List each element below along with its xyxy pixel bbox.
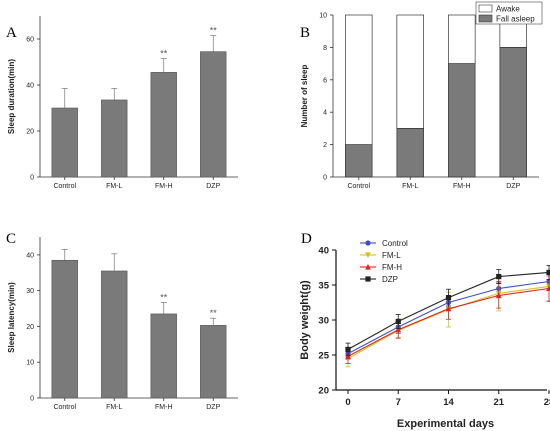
d-point-fm-h-day-0 (345, 353, 351, 359)
c-x-tick-label: Control (53, 404, 76, 411)
c-x-tick-label: FM-L (106, 404, 122, 411)
d-point-dzp-day-21 (496, 274, 502, 280)
d-legend-label-fm-l: FM-L (382, 251, 401, 260)
d-legend-label-fm-h: FM-H (382, 263, 402, 272)
d-y-tick-label: 30 (318, 316, 329, 327)
d-y-tick-label: 20 (318, 386, 329, 397)
c-y-tick-label: 30 (26, 288, 34, 295)
b-bar-fall-asleep-fm-h (448, 63, 476, 178)
b-legend-label-awake: Awake (496, 5, 520, 14)
d-x-tick-label: 28 (544, 397, 550, 408)
b-y-tick-label: 6 (323, 77, 327, 84)
d-legend-marker-dzp (365, 276, 371, 282)
d-x-tick-label: 7 (396, 397, 401, 408)
c-y-axis-title: Sleep latency(min) (7, 282, 16, 353)
b-y-axis-title: Number of sleep (300, 65, 309, 128)
a-x-tick-label: Control (53, 183, 76, 190)
panel-label-b: B (300, 25, 310, 41)
panel-label-c: C (6, 231, 16, 247)
d-point-dzp-day-28 (546, 269, 550, 275)
b-y-tick-label: 8 (323, 45, 327, 52)
a-x-tick-label: FM-H (155, 183, 173, 190)
a-bar-fm-l (101, 99, 128, 178)
a-y-tick-label: 40 (26, 83, 34, 90)
c-bar-dzp (200, 325, 227, 399)
b-bar-awake-fm-l (396, 14, 424, 129)
c-y-tick-label: 0 (30, 396, 34, 403)
b-y-tick-label: 10 (319, 13, 327, 20)
chart-a-sleep-duration: 0 20 40 60 Sleep duration(min) Control FM-L ** F… (7, 16, 238, 190)
a-bar-control (51, 107, 78, 178)
d-point-fm-h-day-7 (395, 326, 402, 333)
d-legend-label-dzp: DZP (382, 275, 398, 284)
d-y-tick-label: 35 (318, 281, 329, 292)
d-y-tick-label: 25 (318, 351, 329, 362)
a-y-axis-title: Sleep duration(min) (7, 59, 16, 134)
d-y-axis-title: Body weight(g) (299, 280, 311, 360)
panel-label-a: A (6, 25, 17, 41)
b-legend-label-fall-asleep: Fall asleep (496, 15, 535, 24)
chart-d-body-weight: 20 25 30 35 40 0 7 14 21 28 Body weight(g) Experime… (299, 239, 550, 430)
d-legend-marker-control (365, 240, 371, 246)
c-bar-fm-h (150, 313, 177, 399)
b-legend-box (475, 1, 543, 25)
b-y-tick-label: 0 (323, 175, 327, 182)
c-bar-fm-l (101, 270, 128, 399)
c-bar-control (51, 259, 78, 399)
b-legend-swatch-awake (478, 4, 493, 13)
a-significance-fm-h: ** (160, 49, 168, 59)
d-point-dzp-day-0 (345, 346, 351, 352)
b-bar-fall-asleep-fm-l (396, 128, 424, 178)
panel-label-d: D (301, 231, 312, 247)
d-point-fm-h-day-28 (546, 285, 550, 292)
d-x-tick-label: 14 (443, 397, 454, 408)
b-bar-awake-fm-h (448, 14, 476, 64)
b-x-tick-label: FM-H (453, 183, 471, 190)
c-x-tick-label: FM-H (155, 404, 173, 411)
b-x-tick-label: Control (347, 183, 370, 190)
c-x-tick-label: DZP (206, 404, 220, 411)
d-legend-label-control: Control (382, 239, 408, 248)
b-bar-fall-asleep-dzp (499, 47, 527, 178)
c-y-tick-label: 10 (26, 360, 34, 367)
d-x-tick-label: 21 (493, 397, 504, 408)
b-bar-fall-asleep-control (345, 144, 373, 178)
b-legend-swatch-fall-asleep (478, 14, 493, 23)
a-significance-dzp: ** (210, 26, 218, 36)
a-bar-dzp (200, 51, 227, 178)
d-x-axis-title: Experimental days (397, 418, 494, 430)
b-x-tick-label: FM-L (402, 183, 418, 190)
d-point-fm-h-day-21 (495, 292, 502, 299)
d-point-dzp-day-14 (445, 295, 452, 301)
c-y-tick-label: 40 (26, 252, 34, 259)
a-y-tick-label: 60 (26, 37, 34, 44)
chart-b-number-of-sleep: 0 2 4 6 8 10 Number of sleep Control FM-L FM-H DZP… (300, 1, 543, 190)
c-significance-fm-h: ** (160, 292, 168, 302)
b-bar-awake-control (345, 14, 373, 145)
a-x-tick-label: FM-L (106, 183, 122, 190)
d-point-dzp-day-7 (395, 318, 401, 324)
a-y-tick-label: 0 (30, 175, 34, 182)
a-y-tick-label: 20 (26, 129, 34, 136)
d-legend-marker-fm-l (365, 252, 371, 259)
b-y-tick-label: 4 (323, 110, 327, 117)
d-x-tick-label: 0 (345, 397, 350, 408)
d-legend-marker-fm-h (365, 263, 371, 270)
d-y-tick-label: 40 (318, 246, 329, 257)
b-x-tick-label: DZP (506, 183, 520, 190)
a-bar-fm-h (150, 72, 177, 178)
chart-c-sleep-latency: 0 10 20 30 40 Sleep latency(min) Control FM-L **… (7, 237, 238, 411)
c-y-tick-label: 20 (26, 324, 34, 331)
c-significance-dzp: ** (210, 308, 218, 318)
d-point-fm-h-day-14 (445, 305, 452, 312)
b-y-tick-label: 2 (323, 142, 327, 149)
a-x-tick-label: DZP (206, 183, 220, 190)
